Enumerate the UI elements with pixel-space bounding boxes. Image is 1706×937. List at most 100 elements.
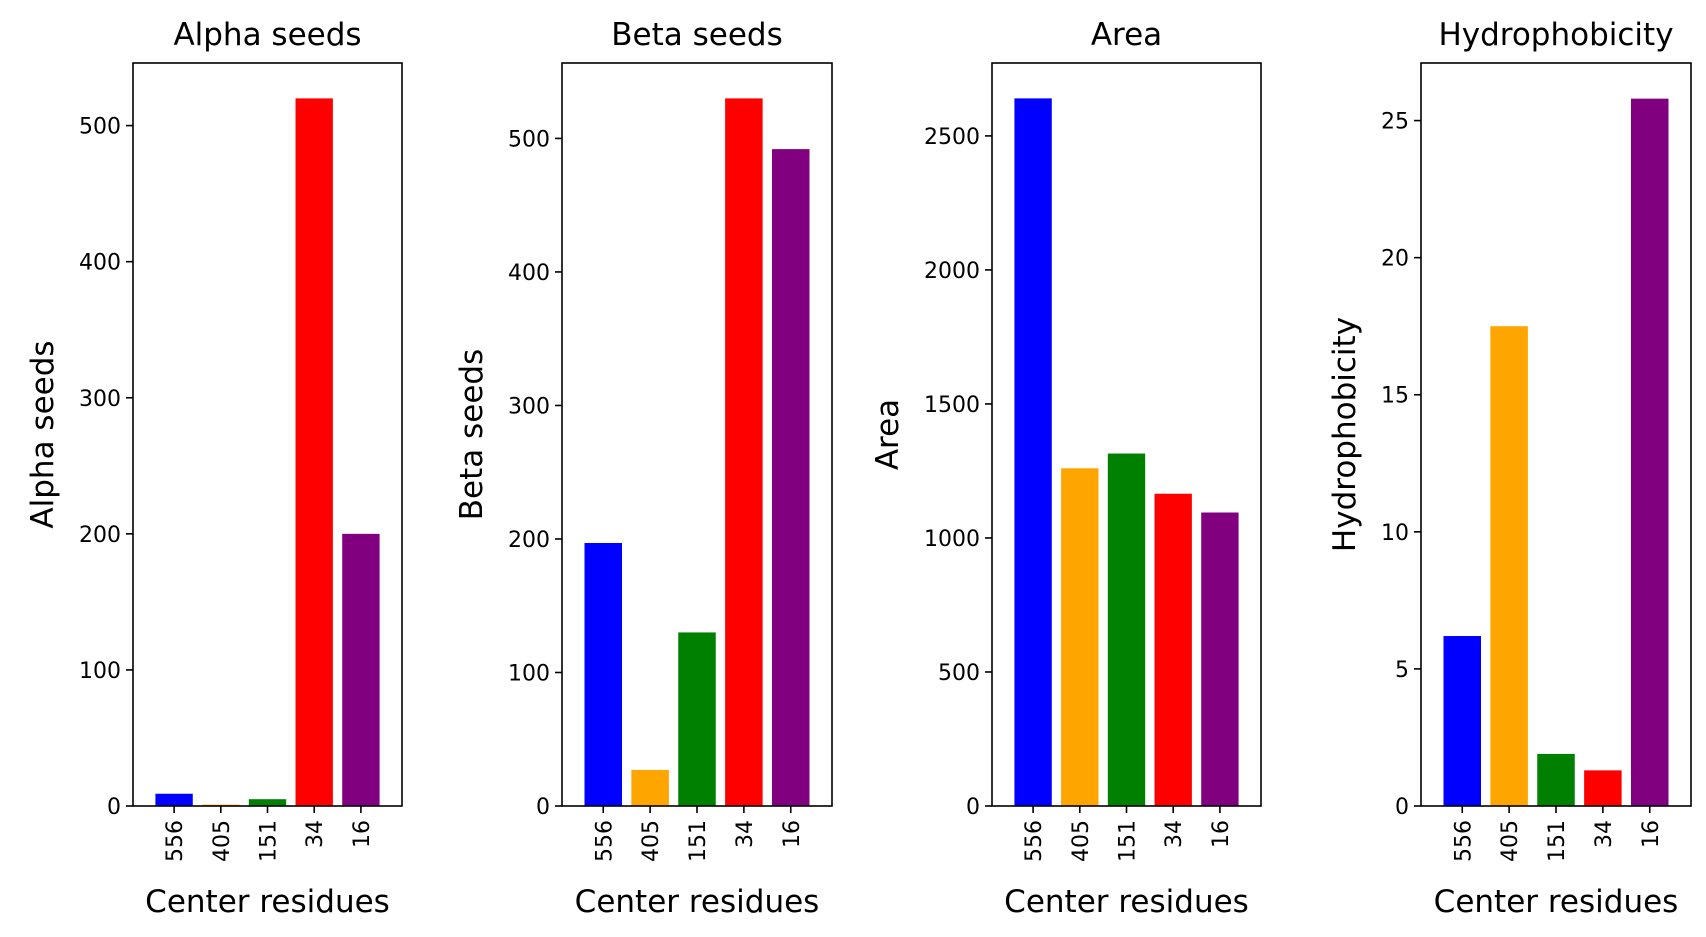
bar <box>1154 493 1192 806</box>
y-ticks: 0 100 200 300 400 500 <box>508 127 562 820</box>
x-tick: 405 <box>1069 806 1094 862</box>
bars <box>584 98 810 806</box>
plot-frame <box>132 62 403 807</box>
x-tick: 556 <box>163 806 188 862</box>
x-tick-label: 405 <box>639 820 664 862</box>
y-tick: 1000 <box>924 527 992 552</box>
y-tick: 500 <box>508 127 562 152</box>
bar <box>1537 753 1575 806</box>
y-tick-label: 10 <box>1381 521 1409 546</box>
y-ticks: 0 100 200 300 400 500 <box>79 115 133 820</box>
y-tick-label: 20 <box>1381 247 1409 272</box>
y-tick: 500 <box>79 115 133 140</box>
bars <box>1014 98 1239 806</box>
y-tick-label: 1000 <box>924 527 980 552</box>
x-tick-label: 405 <box>1069 820 1094 862</box>
x-tick-label: 34 <box>303 820 328 848</box>
plot-frame <box>1420 62 1692 807</box>
y-tick-label: 100 <box>79 659 121 684</box>
panel-title: Alpha seeds <box>173 17 361 53</box>
x-tick: 151 <box>686 806 711 862</box>
x-tick: 556 <box>1451 806 1476 862</box>
y-tick-label: 400 <box>79 251 121 276</box>
y-tick-label: 200 <box>508 528 550 553</box>
y-tick: 400 <box>508 261 562 286</box>
bar <box>155 793 193 806</box>
y-tick: 200 <box>79 523 133 548</box>
panel-beta-seeds: Beta seeds Beta seeds Center residues 0 1… <box>454 17 833 920</box>
bar <box>584 542 622 806</box>
bar <box>725 98 763 806</box>
y-tick: 1500 <box>924 393 992 418</box>
panel-area: Area Area Center residues 0 500 1000 1500 20… <box>870 17 1262 920</box>
y-tick: 100 <box>79 659 133 684</box>
y-tick-label: 200 <box>79 523 121 548</box>
x-tick: 16 <box>780 806 805 848</box>
y-tick: 300 <box>508 394 562 419</box>
x-axis-label: Center residues <box>145 884 390 920</box>
x-tick: 405 <box>1498 806 1523 862</box>
y-tick: 25 <box>1381 110 1421 135</box>
y-tick-label: 25 <box>1381 110 1409 135</box>
x-ticks: 556 405 151 34 16 <box>1451 806 1664 862</box>
x-tick-label: 34 <box>1592 820 1617 848</box>
y-tick-label: 500 <box>508 127 550 152</box>
y-tick-label: 0 <box>536 795 550 820</box>
y-axis-label: Beta seeds <box>454 349 490 520</box>
plot-frame <box>991 62 1262 807</box>
bar <box>1014 98 1052 806</box>
y-tick: 5 <box>1395 658 1421 683</box>
x-tick: 151 <box>1116 806 1141 862</box>
y-tick-label: 2000 <box>924 259 980 284</box>
x-tick: 405 <box>210 806 235 862</box>
x-ticks: 556 405 151 34 16 <box>592 806 805 862</box>
x-tick-label: 151 <box>257 820 282 862</box>
panel-alpha-seeds: Alpha seeds Alpha seeds Center residues … <box>25 17 403 920</box>
bars <box>155 98 380 806</box>
y-tick: 0 <box>966 795 992 820</box>
x-tick-label: 405 <box>1498 820 1523 862</box>
x-tick-label: 556 <box>1451 820 1476 862</box>
x-axis-label: Center residues <box>1434 884 1679 920</box>
y-tick-label: 500 <box>79 115 121 140</box>
bar <box>1443 636 1481 806</box>
x-ticks: 556 405 151 34 16 <box>1022 806 1234 862</box>
x-tick: 556 <box>592 806 617 862</box>
x-tick-label: 151 <box>1545 820 1570 862</box>
x-tick: 16 <box>1639 806 1664 848</box>
x-tick: 34 <box>1592 806 1617 848</box>
y-ticks: 0 500 1000 1500 2000 2500 <box>924 125 992 820</box>
x-tick: 16 <box>350 806 375 848</box>
bar <box>1631 98 1669 806</box>
y-tick: 10 <box>1381 521 1421 546</box>
x-tick: 556 <box>1022 806 1047 862</box>
y-tick: 200 <box>508 528 562 553</box>
y-tick-label: 300 <box>508 394 550 419</box>
y-ticks: 0 5 10 15 20 25 <box>1381 110 1421 820</box>
panel-title: Area <box>1091 17 1162 53</box>
x-tick-label: 556 <box>592 820 617 862</box>
y-axis-label: Alpha seeds <box>25 340 61 528</box>
x-tick-label: 34 <box>1162 820 1187 848</box>
y-tick: 20 <box>1381 247 1421 272</box>
x-tick: 151 <box>257 806 282 862</box>
y-tick-label: 300 <box>79 387 121 412</box>
x-axis-label: Center residues <box>1004 884 1249 920</box>
panel-hydrophobicity: Hydrophobicity Hydrophobicity Center res… <box>1327 17 1692 920</box>
x-tick: 34 <box>1162 806 1187 848</box>
bar <box>1490 326 1528 806</box>
x-tick-label: 151 <box>686 820 711 862</box>
y-axis-label: Area <box>870 399 906 470</box>
x-tick-label: 16 <box>350 820 375 848</box>
y-tick: 400 <box>79 251 133 276</box>
y-tick-label: 0 <box>966 795 980 820</box>
x-tick-label: 16 <box>780 820 805 848</box>
y-tick-label: 5 <box>1395 658 1409 683</box>
bar <box>248 799 287 806</box>
x-tick-label: 556 <box>1022 820 1047 862</box>
plot-frame <box>561 62 833 807</box>
y-tick: 2000 <box>924 259 992 284</box>
y-tick: 2500 <box>924 125 992 150</box>
bar <box>631 769 669 806</box>
y-tick-label: 400 <box>508 261 550 286</box>
